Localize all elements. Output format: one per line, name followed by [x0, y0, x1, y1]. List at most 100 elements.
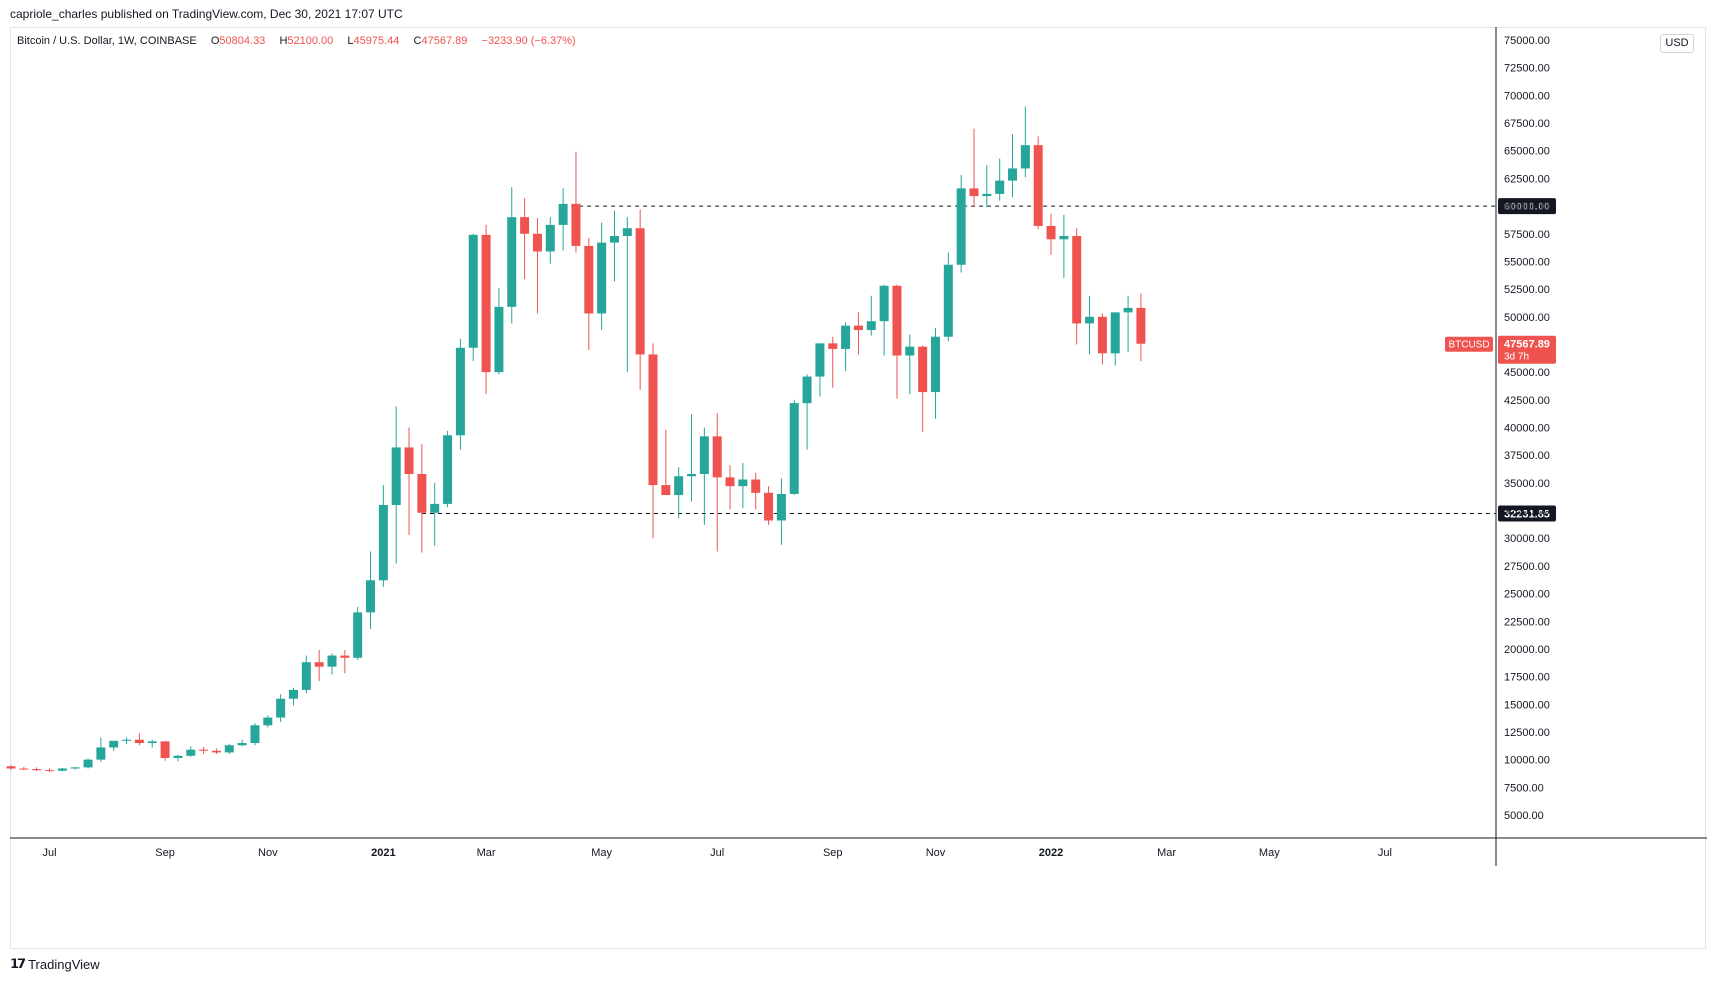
candle-body: [276, 698, 286, 718]
candle-body: [712, 436, 722, 478]
price-tick-label: 15000.00: [1504, 699, 1550, 711]
price-tick-label: 27500.00: [1504, 561, 1550, 573]
candle-body: [1033, 145, 1043, 226]
candle-body: [288, 689, 298, 699]
price-tick-label: 40000.00: [1504, 423, 1550, 435]
countdown-label: 3d 7h: [1504, 352, 1529, 363]
candle-body: [378, 505, 388, 581]
candle-body: [327, 655, 337, 667]
candle-body: [1020, 145, 1030, 169]
time-tick-label: May: [591, 847, 612, 859]
candle-body: [314, 662, 324, 667]
candle-body: [32, 769, 42, 771]
candle-body: [1123, 307, 1133, 313]
price-tick-label: 10000.00: [1504, 755, 1550, 767]
chart-frame: [10, 27, 1706, 949]
symbol-legend: Bitcoin / U.S. Dollar, 1W, COINBASE O508…: [17, 35, 576, 47]
price-tick-label: 17500.00: [1504, 672, 1550, 684]
time-tick-label: Jul: [1378, 847, 1392, 859]
candle-body: [443, 435, 453, 504]
time-tick-label: Nov: [926, 847, 946, 859]
candle-body: [70, 767, 80, 769]
candle-body: [905, 346, 915, 356]
publisher-line: capriole_charles published on TradingVie…: [10, 7, 403, 21]
price-tick-label: 7500.00: [1504, 782, 1544, 794]
price-tick-label: 35000.00: [1504, 478, 1550, 490]
high-label: H: [279, 35, 288, 47]
candle-body: [186, 749, 196, 756]
candle-body: [687, 474, 697, 477]
level-price-label: 32231.85: [1504, 509, 1550, 521]
candle-body: [404, 447, 414, 474]
candle-body: [1072, 235, 1082, 324]
price-tick-label: 50000.00: [1504, 312, 1550, 324]
candle-body: [995, 180, 1005, 194]
candle-body: [134, 739, 144, 744]
price-tick-label: 60000.00: [1504, 201, 1550, 213]
currency-button[interactable]: USD: [1660, 34, 1694, 53]
candle-body: [879, 285, 889, 322]
price-tick-label: 55000.00: [1504, 256, 1550, 268]
time-tick-label: Sep: [155, 847, 175, 859]
candle-body: [969, 188, 979, 197]
close-label: C: [413, 35, 422, 47]
price-tick-label: 67500.00: [1504, 118, 1550, 130]
candle-body: [853, 325, 863, 331]
candle-body: [481, 234, 491, 373]
candle-body: [1046, 226, 1056, 240]
candle-body: [468, 234, 478, 348]
candle-body: [353, 612, 363, 658]
candle-body: [815, 343, 825, 377]
symbol-tag: [1445, 336, 1493, 352]
open-value: 50804.33: [219, 35, 266, 47]
price-tick-label: 65000.00: [1504, 146, 1550, 158]
candle-body: [1097, 316, 1107, 354]
price-tick-label: 25000.00: [1504, 589, 1550, 601]
axes-layer: 5000.00 7500.00 10000.00 12500.00 15000.00 17…: [10, 27, 1707, 866]
candle-body: [918, 346, 928, 393]
candle-body: [340, 655, 350, 658]
tradingview-brand[interactable]: 𝟭𝟳 TradingView: [10, 956, 100, 972]
candle-body: [545, 224, 555, 252]
candle-body: [751, 479, 761, 493]
time-tick-label: Mar: [1157, 847, 1176, 859]
candle-body: [841, 325, 851, 349]
candle-body: [199, 749, 209, 751]
candle-body: [109, 740, 119, 748]
symbol-title: Bitcoin / U.S. Dollar, 1W, COINBASE: [17, 35, 197, 47]
last-price-label: 47567.89: [1504, 339, 1550, 351]
candle-body: [122, 739, 132, 741]
candle-body: [776, 493, 786, 521]
candle-body: [45, 770, 55, 772]
candle-body: [1085, 316, 1095, 324]
candle-body: [417, 474, 427, 513]
candle-body: [1008, 168, 1018, 181]
candle-body: [532, 233, 542, 252]
candle-body: [661, 485, 671, 496]
candle-body: [866, 321, 876, 331]
candle-body: [738, 479, 748, 487]
price-tick-label: 57500.00: [1504, 229, 1550, 241]
candle-body: [263, 717, 273, 726]
candle-body: [6, 766, 16, 769]
candle-body: [648, 354, 658, 486]
candle-body: [725, 477, 735, 487]
candle-body: [173, 755, 183, 758]
price-tick-label: 75000.00: [1504, 35, 1550, 47]
brand-label: TradingView: [28, 956, 100, 972]
candle-body: [455, 347, 465, 436]
candle-body: [956, 188, 966, 265]
horizontal-lines-layer: 60000.00 32231.85: [421, 198, 1556, 522]
candle-body: [892, 285, 902, 356]
candle-body: [558, 203, 568, 225]
candle-body: [635, 228, 645, 355]
candle-body: [237, 743, 247, 746]
candle-body: [391, 447, 401, 505]
symbol-tag-label: BTCUSD: [1448, 340, 1489, 351]
candle-body: [507, 217, 517, 307]
candle-body: [211, 750, 221, 753]
price-tick-label: 42500.00: [1504, 395, 1550, 407]
close-value: 47567.89: [421, 35, 468, 47]
candle-body: [597, 242, 607, 314]
